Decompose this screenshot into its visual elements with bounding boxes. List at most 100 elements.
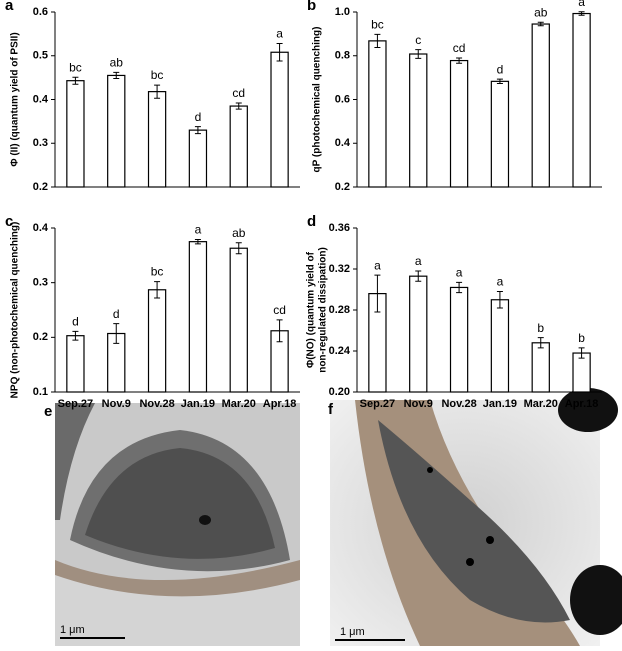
significance-letter: d <box>72 314 79 328</box>
y-tick-label: 0.36 <box>329 222 350 234</box>
y-tick-label: 0.2 <box>33 181 48 193</box>
x-tick-label: Sep.27 <box>360 398 395 410</box>
y-tick-label: 0.20 <box>329 386 350 398</box>
bar <box>409 53 428 188</box>
bar <box>147 91 167 188</box>
significance-letter: bc <box>151 68 164 82</box>
panel-label: d <box>307 213 316 230</box>
bar <box>229 247 248 393</box>
significance-letter: cd <box>232 86 245 100</box>
x-tick-label: Mar.20 <box>222 398 256 410</box>
bar <box>66 335 85 393</box>
significance-letter: cd <box>453 41 466 55</box>
y-tick-label: 0.6 <box>33 6 48 18</box>
error-bar <box>415 49 422 59</box>
bar <box>270 51 289 188</box>
error-bar <box>235 102 242 110</box>
error-bar <box>72 330 79 341</box>
chart: d Φ(NO) (quantum yield of non-regulated di… <box>306 213 602 410</box>
error-bar <box>154 84 161 99</box>
bar <box>229 105 248 188</box>
y-tick-label: 0.3 <box>33 277 48 289</box>
significance-letter: a <box>195 223 202 237</box>
error-bar <box>578 11 585 16</box>
micrograph-f: 1 μm f <box>328 388 622 646</box>
bar <box>490 299 510 393</box>
significance-letter: bc <box>69 60 82 74</box>
bar <box>147 289 167 393</box>
y-tick-label: 0.6 <box>335 93 350 105</box>
significance-letter: a <box>374 258 381 272</box>
significance-letter: a <box>276 27 283 41</box>
y-axis-title: qP (photochemical quenching) <box>312 27 323 173</box>
bar <box>188 241 208 393</box>
y-tick-label: 0.8 <box>335 50 350 62</box>
error-bar <box>154 281 161 299</box>
error-bar <box>194 126 201 135</box>
error-bar <box>415 270 422 282</box>
error-bar <box>113 71 120 79</box>
significance-letter: d <box>497 62 504 76</box>
y-tick-label: 0.32 <box>329 263 350 275</box>
significance-letter: d <box>195 110 202 124</box>
significance-letter: ab <box>232 226 246 240</box>
significance-letter: a <box>578 0 585 9</box>
x-tick-label: Apr.18 <box>565 398 599 410</box>
y-tick-label: 0.3 <box>33 137 48 149</box>
x-tick-label: Mar.20 <box>524 398 558 410</box>
chart: a Φ (II) (quantum yield of PSII) 0.2 0.3 0.4… <box>5 0 300 193</box>
error-bar <box>374 274 381 313</box>
error-bar <box>276 319 283 343</box>
error-bar <box>374 33 381 48</box>
scale-bar-label: 1 μm <box>340 626 365 638</box>
bar <box>66 80 85 188</box>
error-bar <box>194 238 201 245</box>
bar <box>531 342 550 393</box>
panel-label: b <box>307 0 316 14</box>
significance-letter: a <box>456 265 463 279</box>
y-tick-label: 1.0 <box>335 6 350 18</box>
y-axis-title: Φ(NO) (quantum yield of <box>306 251 317 368</box>
significance-letter: b <box>578 331 585 345</box>
bar <box>449 59 469 188</box>
error-bar <box>537 337 544 349</box>
bar <box>409 275 428 393</box>
bar <box>572 12 591 188</box>
error-bar <box>578 347 585 359</box>
x-tick-label: Nov.28 <box>139 398 174 410</box>
panel-label: f <box>328 401 334 418</box>
y-tick-label: 0.2 <box>33 331 48 343</box>
x-tick-label: Apr.18 <box>263 398 297 410</box>
significance-letter: bc <box>151 265 164 279</box>
bar <box>449 286 469 393</box>
panel-label: e <box>44 403 52 420</box>
bar <box>572 352 591 393</box>
y-axis-title: non-regulated dissipation) <box>318 247 329 373</box>
y-tick-label: 0.4 <box>335 137 351 149</box>
significance-letter: b <box>537 321 544 335</box>
error-bar <box>113 323 120 344</box>
x-tick-label: Nov.9 <box>404 398 433 410</box>
x-tick-label: Jan.19 <box>483 398 517 410</box>
x-tick-label: Nov.9 <box>102 398 131 410</box>
y-tick-label: 0.2 <box>335 181 350 193</box>
error-bar <box>537 21 544 27</box>
bar <box>531 23 550 188</box>
bar <box>368 40 387 188</box>
significance-letter: a <box>497 275 504 289</box>
y-tick-label: 0.24 <box>329 345 351 357</box>
error-bar <box>235 242 242 255</box>
significance-letter: ab <box>110 56 124 70</box>
error-bar <box>456 281 463 294</box>
y-tick-label: 0.1 <box>33 386 48 398</box>
error-bar <box>276 43 283 62</box>
error-bar <box>72 76 79 85</box>
bar <box>188 129 208 188</box>
bar <box>107 74 126 188</box>
significance-letter: cd <box>273 303 286 317</box>
significance-letter: a <box>415 254 422 268</box>
error-bar <box>496 291 503 309</box>
scale-bar-label: 1 μm <box>60 624 85 636</box>
